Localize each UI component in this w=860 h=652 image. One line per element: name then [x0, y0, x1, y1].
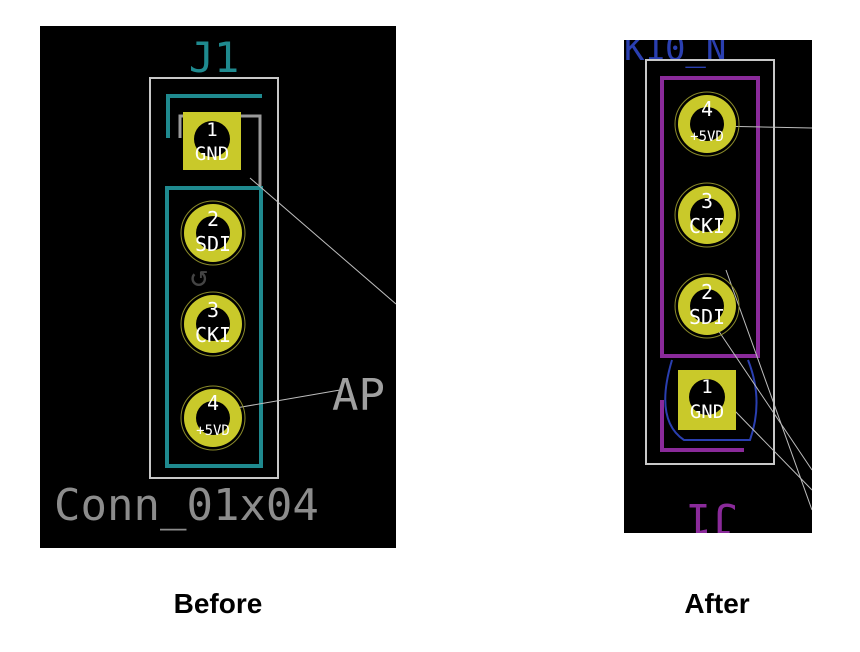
pad-number: 1 [206, 119, 217, 141]
pad-number: 3 [701, 189, 713, 213]
caption-after: After [684, 588, 750, 619]
pad-net-label: CKI [689, 214, 725, 238]
courtyard-outline [660, 76, 760, 358]
pad-4: 4 +5VD [180, 385, 246, 451]
ratsnest-line [725, 269, 812, 511]
pad-number: 2 [207, 207, 219, 231]
courtyard-outline [165, 186, 263, 468]
value-label: Conn_01x04 [54, 480, 319, 531]
pad-1: 1 GND [183, 112, 241, 170]
caption-before: Before [173, 588, 263, 619]
pad-number: 3 [207, 298, 219, 322]
reference-label: J1 [687, 494, 738, 533]
pad-net-label: +5VD [690, 129, 724, 145]
pad-2: 2 SDI [180, 200, 246, 266]
ratsnest-line [249, 177, 396, 305]
pad-number: 4 [207, 391, 219, 415]
ghost-reference-text: ↺ [190, 259, 208, 294]
pad-net-label: +5VD [196, 423, 230, 439]
pad-number: 1 [701, 376, 712, 398]
after-pcb-view: K10_N 4 +5VD 3 CKI [624, 40, 812, 533]
pad-net-label: CKI [195, 323, 231, 347]
pad-number: 2 [701, 280, 713, 304]
pad-net-label: GND [195, 143, 229, 165]
partial-label: AP [332, 370, 385, 421]
silkscreen-outline [149, 77, 279, 479]
ratsnest-line [717, 329, 812, 471]
pin1-marker [660, 400, 744, 452]
before-pcb-view: ↺ J1 1 GND 2 SDI 3 CKI [40, 26, 396, 548]
before-footprint-drawing: ↺ J1 1 GND 2 SDI 3 CKI [54, 33, 396, 531]
silkscreen-outline [645, 59, 775, 465]
reference-label: J1 [189, 33, 240, 82]
pad-net-label: SDI [195, 232, 231, 256]
pad-net-label: SDI [689, 305, 725, 329]
pad-3: 3 CKI [674, 182, 740, 248]
clipped-text: K10_N [624, 40, 726, 69]
pad-number: 4 [701, 97, 713, 121]
after-footprint-drawing: K10_N 4 +5VD 3 CKI [624, 40, 812, 533]
pad-2: 2 SDI [674, 273, 740, 339]
pad-4: 4 +5VD [674, 91, 740, 157]
pad-3: 3 CKI [180, 291, 246, 357]
pad-1: 1 GND [678, 370, 736, 430]
ratsnest-line [229, 389, 341, 410]
pad-net-label: GND [690, 401, 724, 423]
ratsnest-line [733, 409, 812, 491]
pin1-marker [166, 94, 262, 138]
